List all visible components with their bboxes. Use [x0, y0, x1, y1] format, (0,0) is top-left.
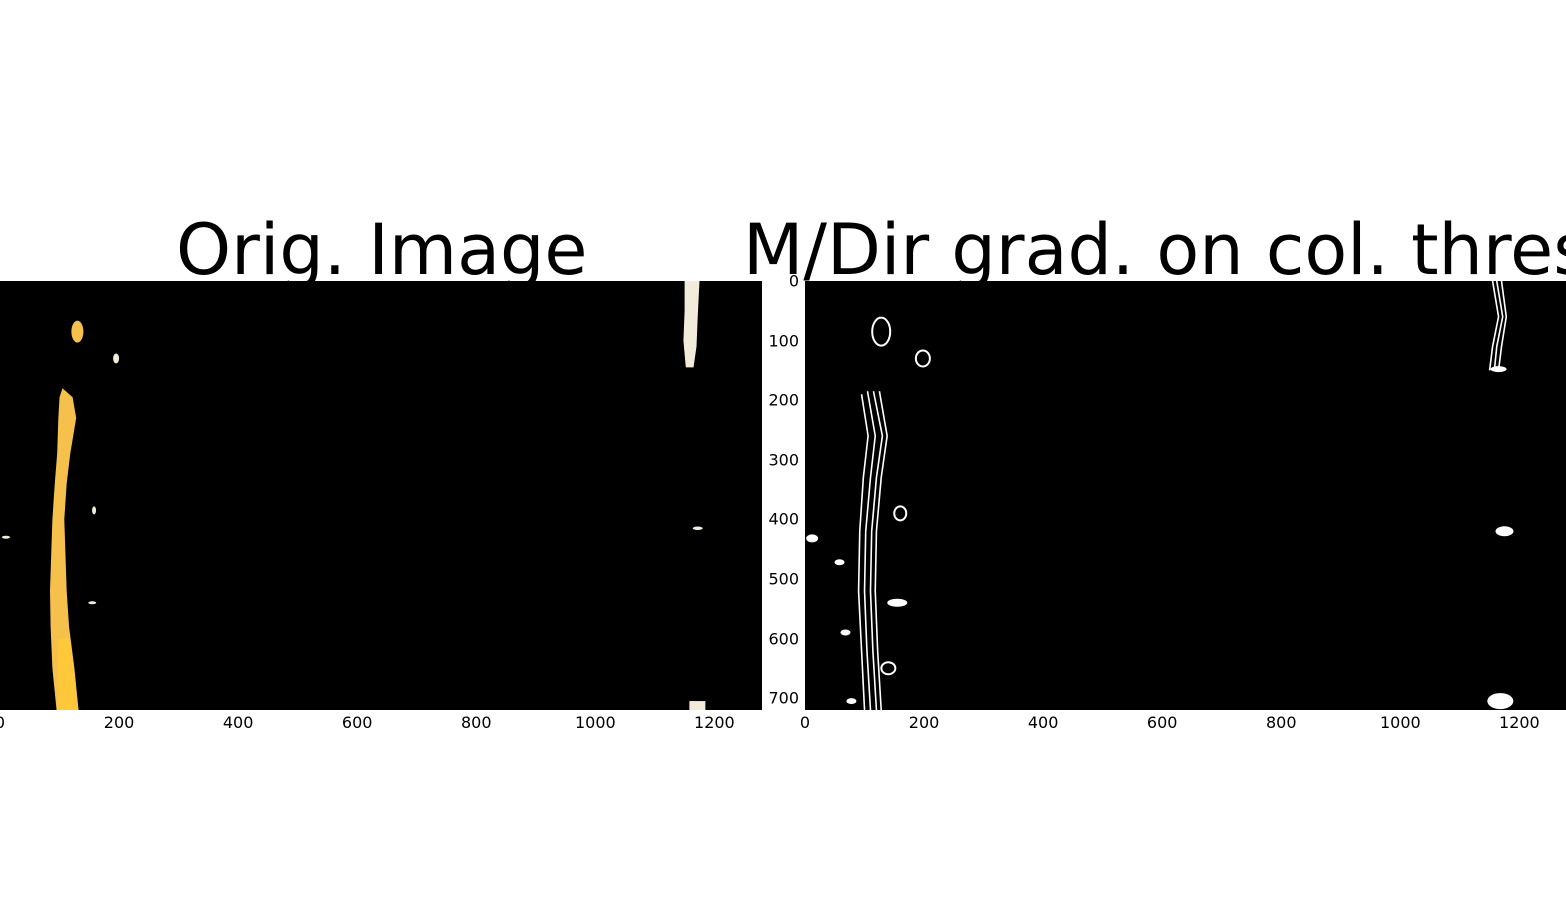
x-tick-label: 600: [341, 713, 373, 732]
y-tick-label: 700: [768, 688, 799, 708]
x-tick-label: 1000: [574, 713, 616, 732]
gradient-blob: [1495, 526, 1514, 537]
chart-title-gradient: M/Dir grad. on col. thres: [743, 209, 1566, 291]
gradient-blob: [871, 316, 892, 347]
gradient-blob: [1490, 366, 1507, 373]
gradient-blob: [1487, 693, 1514, 710]
y-tick-label: 600: [768, 629, 799, 648]
lane-blob: [113, 353, 120, 364]
gradient-edge-left-lane: [863, 391, 877, 710]
gradient-edge-right-lane: [1497, 281, 1508, 371]
gradient-blob: [893, 505, 908, 522]
x-tick-label: 400: [1027, 713, 1059, 732]
gradient-blob: [806, 534, 819, 543]
right-lane-white: [683, 281, 700, 368]
x-tick-label: 1200: [1499, 713, 1540, 732]
x-tick-label: 1000: [1379, 713, 1421, 732]
gradient-blob: [880, 661, 897, 676]
lane-blob: [92, 506, 97, 515]
y-tick-label: 0: [788, 271, 799, 291]
gradient-edge-right-lane: [1493, 281, 1504, 371]
x-tick-label: 200: [908, 713, 940, 732]
x-tick-label: 1200: [694, 713, 735, 732]
x-tick-label: 200: [103, 713, 135, 732]
left-lane-yellow: [50, 388, 79, 710]
gradient-blob: [914, 349, 931, 368]
y-tick-label: 100: [768, 331, 799, 351]
lane-blob: [1, 535, 10, 539]
gradient-blob: [846, 698, 857, 705]
gradient-blob: [840, 629, 851, 636]
chart-title-orig-image: Orig. Image: [176, 209, 588, 291]
y-tick-label: 200: [768, 390, 799, 410]
gradient-edge-left-lane: [857, 394, 869, 710]
lane-blob: [71, 320, 84, 343]
x-tick-label: 0: [0, 713, 5, 732]
x-tick-label: 0: [799, 713, 811, 732]
lane-blob: [88, 601, 97, 605]
gradient-edge-left-lane: [874, 391, 888, 710]
y-tick-label: 400: [768, 509, 799, 529]
image-panel-gradient: [805, 281, 1566, 710]
left-lane-yellow-bright: [57, 638, 78, 710]
gradient-edge-left-lane: [869, 391, 884, 710]
x-tick-label: 600: [1146, 713, 1178, 732]
x-tick-label: 800: [460, 713, 492, 732]
gradient-image-canvas: [806, 281, 1514, 710]
x-tick-label: 400: [222, 713, 254, 732]
image-panel-orig: [0, 281, 762, 710]
x-tick-label: 800: [1265, 713, 1297, 732]
y-tick-label: 300: [768, 450, 799, 470]
orig-image-canvas: [1, 281, 706, 710]
y-tick-label: 500: [768, 569, 799, 589]
lane-blob: [692, 526, 703, 531]
gradient-blob: [834, 559, 845, 566]
lane-blob-bottom: [689, 701, 706, 710]
gradient-blob: [887, 598, 908, 607]
gradient-edge-right-lane: [1488, 281, 1500, 371]
